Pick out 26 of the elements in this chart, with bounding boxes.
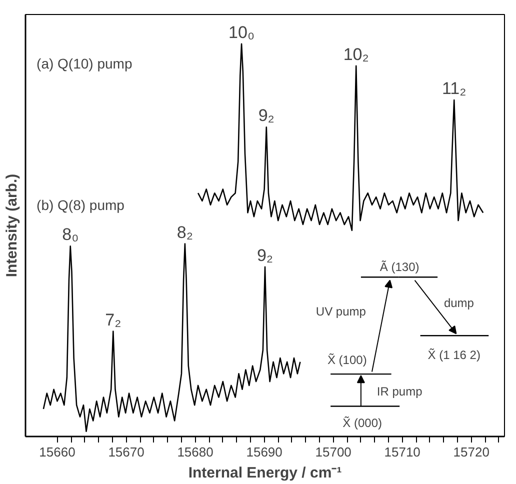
annotation: 10₀ [228,22,255,42]
annotation: Ã (130) [380,260,420,274]
annotation: (a) Q(10) pump [36,56,132,72]
annotation: dump [444,296,474,310]
x-tick-label: 15660 [39,444,76,460]
annotation: 7₂ [105,310,122,330]
y-axis-title: Intensity (arb.) [4,174,20,278]
annotation: X̃ (1 16 2) [428,348,480,362]
annotation: 8₀ [62,225,79,244]
x-tick-label: 15700 [315,444,352,460]
annotation: IR pump [376,384,423,399]
x-tick-label: 15680 [177,444,214,460]
annotation: UV pump [316,304,366,319]
x-axis-title: Internal Energy / cm⁻¹ [188,464,342,482]
annotation: 10₂ [343,44,369,64]
x-tick-label: 15720 [453,444,490,460]
annotation: X̃ (000) [342,416,382,430]
x-tick-label: 15690 [246,444,282,460]
annotation: 8₂ [176,222,193,242]
annotation: 9₂ [256,246,274,265]
annotation: 11₂ [442,79,466,98]
x-tick-label: 15670 [108,444,144,460]
annotation: (b) Q(8) pump [36,196,125,213]
x-tick-label: 15710 [384,444,420,460]
annotation: X̃ (100) [327,352,367,367]
annotation: 9₂ [258,106,274,126]
